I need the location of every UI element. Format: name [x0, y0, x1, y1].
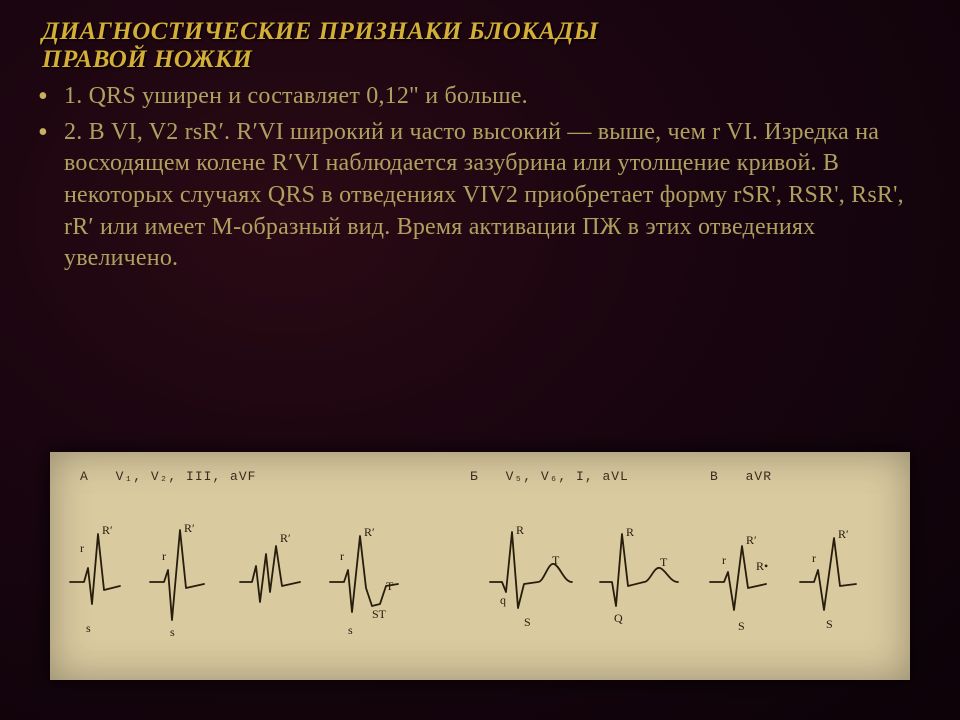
title-line-1: ДИАГНОСТИЧЕСКИЕ ПРИЗНАКИ БЛОКАДЫ — [42, 18, 599, 45]
slide-title: ДИАГНОСТИЧЕСКИЕ ПРИЗНАКИ БЛОКАДЫ ПРАВОЙ … — [42, 18, 930, 73]
wave-label: R• — [756, 559, 768, 573]
wave-label: r — [80, 541, 84, 555]
wave-label: R′ — [838, 527, 849, 541]
wave-label: r — [340, 549, 344, 563]
wave-label: T — [552, 553, 560, 567]
wave-label: s — [86, 621, 91, 635]
wave-label: r — [162, 549, 166, 563]
wave-label: R — [626, 525, 634, 539]
bullet-text: 2. В VI, V2 rsR′. R′VI широкий и часто в… — [64, 117, 930, 275]
group-b-label: Б V₅, V₆, I, aVL — [470, 469, 629, 484]
wave-label: R′ — [184, 521, 195, 535]
ecg-wave: r R′ s ST T — [330, 525, 398, 637]
ecg-wave: r R′ s — [70, 523, 120, 635]
group-a-label: А V₁, V₂, III, aVF — [80, 469, 256, 484]
wave-label: R′ — [746, 533, 757, 547]
bullet-list: 1. QRS уширен и составляет 0,12" и больш… — [30, 81, 930, 275]
wave-label: S — [826, 617, 833, 631]
wave-label: s — [170, 625, 175, 639]
wave-label: R′ — [364, 525, 375, 539]
wave-label: T — [386, 579, 394, 593]
wave-label: R — [516, 523, 524, 537]
title-line-2: ПРАВОЙ НОЖКИ — [42, 46, 252, 73]
wave-label: ST — [372, 607, 387, 621]
group-c-label: В aVR — [710, 469, 772, 484]
wave-label: Q — [614, 611, 623, 625]
wave-label: r — [722, 553, 726, 567]
list-item: 1. QRS уширен и составляет 0,12" и больш… — [30, 81, 930, 113]
ecg-wave: Rq S T — [490, 523, 572, 629]
list-item: 2. В VI, V2 rsR′. R′VI широкий и часто в… — [30, 117, 930, 275]
ecg-wave: r R′ S — [800, 527, 856, 631]
wave-label: r — [812, 551, 816, 565]
wave-label: s — [348, 623, 353, 637]
wave-label: S — [524, 615, 531, 629]
wave-label: T — [660, 555, 668, 569]
ecg-wave: R Q T — [600, 525, 678, 625]
wave-label: R′ — [280, 531, 291, 545]
bullet-text: 1. QRS уширен и составляет 0,12" и больш… — [64, 81, 930, 113]
ecg-wave: r R′ R• S — [710, 533, 768, 633]
wave-label: R′ — [102, 523, 113, 537]
ecg-figure: А V₁, V₂, III, aVF Б V₅, V₆, I, aVL В aV… — [50, 452, 910, 680]
ecg-wave: R′ — [240, 531, 300, 602]
wave-label: q — [500, 593, 506, 607]
wave-label: S — [738, 619, 745, 633]
slide: ДИАГНОСТИЧЕСКИЕ ПРИЗНАКИ БЛОКАДЫ ПРАВОЙ … — [0, 0, 960, 720]
ecg-wave: r R′ s — [150, 521, 204, 639]
